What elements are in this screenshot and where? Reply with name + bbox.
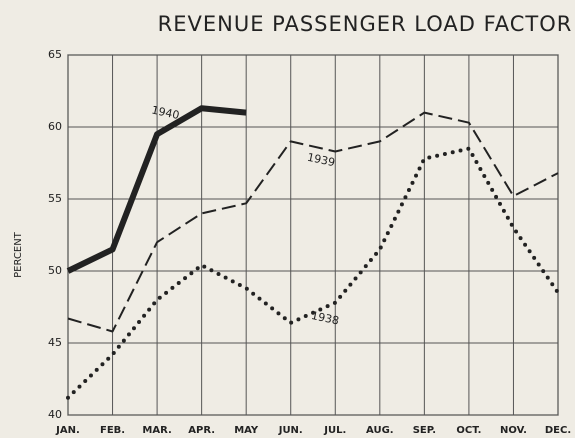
series-label: 1938 — [310, 309, 340, 328]
x-tick-label: JUL. — [323, 425, 346, 436]
x-tick-label: SEP. — [413, 425, 436, 436]
series-label: 1939 — [306, 151, 336, 170]
x-tick-label: MAR. — [142, 425, 171, 436]
y-axis-label: PERCENT — [13, 231, 24, 278]
x-tick-label: FEB. — [100, 425, 125, 436]
plot-frame — [67, 54, 559, 416]
x-tick-label: JUN. — [278, 425, 303, 436]
series-line — [67, 111, 559, 333]
y-tick-label: 55 — [48, 192, 62, 205]
y-tick-label: 65 — [48, 48, 62, 61]
series-line — [66, 105, 247, 274]
chart-title: REVENUE PASSENGER LOAD FACTOR — [158, 12, 573, 36]
series-line — [66, 146, 560, 400]
x-tick-label: NOV. — [500, 425, 527, 436]
y-tick-label: 50 — [48, 264, 62, 277]
x-tick-label: APR. — [188, 425, 215, 436]
x-tick-label: JAN. — [55, 425, 80, 436]
y-tick-label: 40 — [48, 408, 62, 421]
y-tick-label: 60 — [48, 120, 62, 133]
y-tick-label: 45 — [48, 336, 62, 349]
x-tick-label: OCT. — [456, 425, 481, 436]
series-label: 1940 — [150, 103, 180, 122]
x-tick-label: MAY — [234, 425, 259, 436]
x-tick-label: AUG. — [366, 425, 394, 436]
x-tick-label: DEC. — [545, 425, 571, 436]
